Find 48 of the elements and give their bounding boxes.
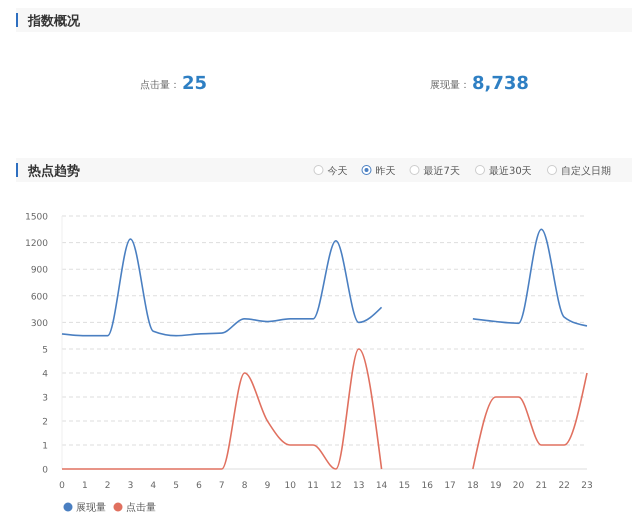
legend-label: 点击量 [126,502,156,514]
x-tick-label: 3 [128,481,134,491]
text: 昨天 [376,165,396,177]
x-tick-label: 4 [150,481,156,491]
x-tick-label: 2 [104,481,111,491]
x-tick-label: 0 [59,481,66,491]
legend-label: 展现量 [76,502,106,514]
x-tick-label: 6 [196,481,202,491]
x-tick-label: 15 [398,481,410,491]
text: 展现量： [430,80,470,91]
text: 最近7天 [424,165,460,177]
x-tick-label: 18 [467,481,479,491]
y-tick-label: 900 [30,266,48,276]
x-tick-label: 23 [581,481,593,491]
x-tick-label: 14 [376,481,388,491]
y-tick-label: 4 [42,370,48,380]
text: 25 [182,73,208,94]
x-tick-label: 13 [353,481,364,491]
text: 自定义日期 [561,165,611,177]
y-tick-label: 300 [30,318,48,329]
x-tick-label: 22 [558,481,570,491]
y-tick-label: 2 [42,418,48,428]
x-tick-label: 1 [82,481,88,491]
x-tick-label: 19 [490,481,502,491]
y-tick-label: 600 [30,292,48,302]
text: 指数概况 [27,14,81,29]
x-tick-label: 5 [173,481,179,491]
x-tick-label: 10 [284,481,296,491]
chart-title: 热点趋势 [27,163,80,179]
y-tick-label: 1 [42,442,48,452]
text: 今天 [328,165,348,177]
text: 点击量： [140,79,180,91]
x-tick-label: 17 [444,481,456,491]
x-tick-label: 12 [330,481,342,491]
x-tick-label: 8 [242,481,248,491]
x-tick-label: 11 [307,481,319,491]
x-tick-label: 7 [218,481,225,491]
y-tick-label: 1200 [25,239,48,250]
x-tick-label: 9 [264,481,271,491]
y-tick-label: 0 [42,466,48,476]
y-tick-label: 5 [42,346,48,356]
x-tick-label: 20 [512,481,525,491]
x-tick-label: 21 [536,481,548,491]
y-tick-label: 1500 [25,212,48,222]
x-tick-label: 16 [421,481,434,491]
text: 最近30天 [489,165,532,177]
text: 8,738 [472,73,529,94]
y-tick-label: 3 [42,394,48,404]
